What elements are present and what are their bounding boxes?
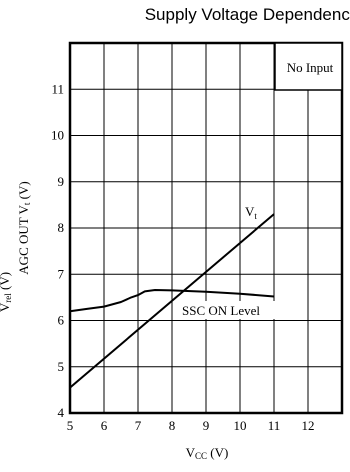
y-axis-label: AGC OUT Vt (V) <box>16 181 32 274</box>
x-tick-labels: 5 6 7 8 9 10 11 12 <box>67 418 315 433</box>
series <box>69 213 275 389</box>
legend-box-frame <box>274 42 343 91</box>
y-tick-label: 5 <box>58 359 65 374</box>
y-tick-label: 7 <box>58 266 65 281</box>
x-tick-label: 6 <box>101 418 108 433</box>
y-tick-labels: 4 5 6 7 8 9 10 11 <box>51 81 65 420</box>
vt-series-label: Vt <box>245 204 257 221</box>
x-tick-label: 7 <box>135 418 142 433</box>
y-tick-label: 6 <box>58 313 65 328</box>
x-tick-label: 12 <box>302 418 315 433</box>
legend-box-label: No Input <box>287 60 334 75</box>
x-tick-label: 11 <box>268 418 281 433</box>
ssc-series-label: SSC ON Level <box>182 303 260 318</box>
chart-title: Supply Voltage Dependence <box>145 5 350 24</box>
y-axis-label-clipped: Vrel (V) <box>0 272 13 312</box>
y-tick-label: 9 <box>58 174 65 189</box>
ssc-series-label-bg <box>177 301 289 319</box>
x-tick-label: 5 <box>67 418 74 433</box>
x-tick-label: 9 <box>203 418 210 433</box>
plot-frame <box>68 41 344 415</box>
y-tick-label: 4 <box>58 405 65 420</box>
vt-line <box>69 213 275 389</box>
y-tick-label: 11 <box>51 81 64 96</box>
x-tick-label: 8 <box>169 418 176 433</box>
y-tick-label: 8 <box>58 220 65 235</box>
x-tick-label: 10 <box>234 418 247 433</box>
ssc-on-level-line <box>69 289 275 313</box>
grid <box>70 43 342 413</box>
x-axis-label: VCC (V) <box>186 445 229 461</box>
y-tick-label: 10 <box>51 128 64 143</box>
